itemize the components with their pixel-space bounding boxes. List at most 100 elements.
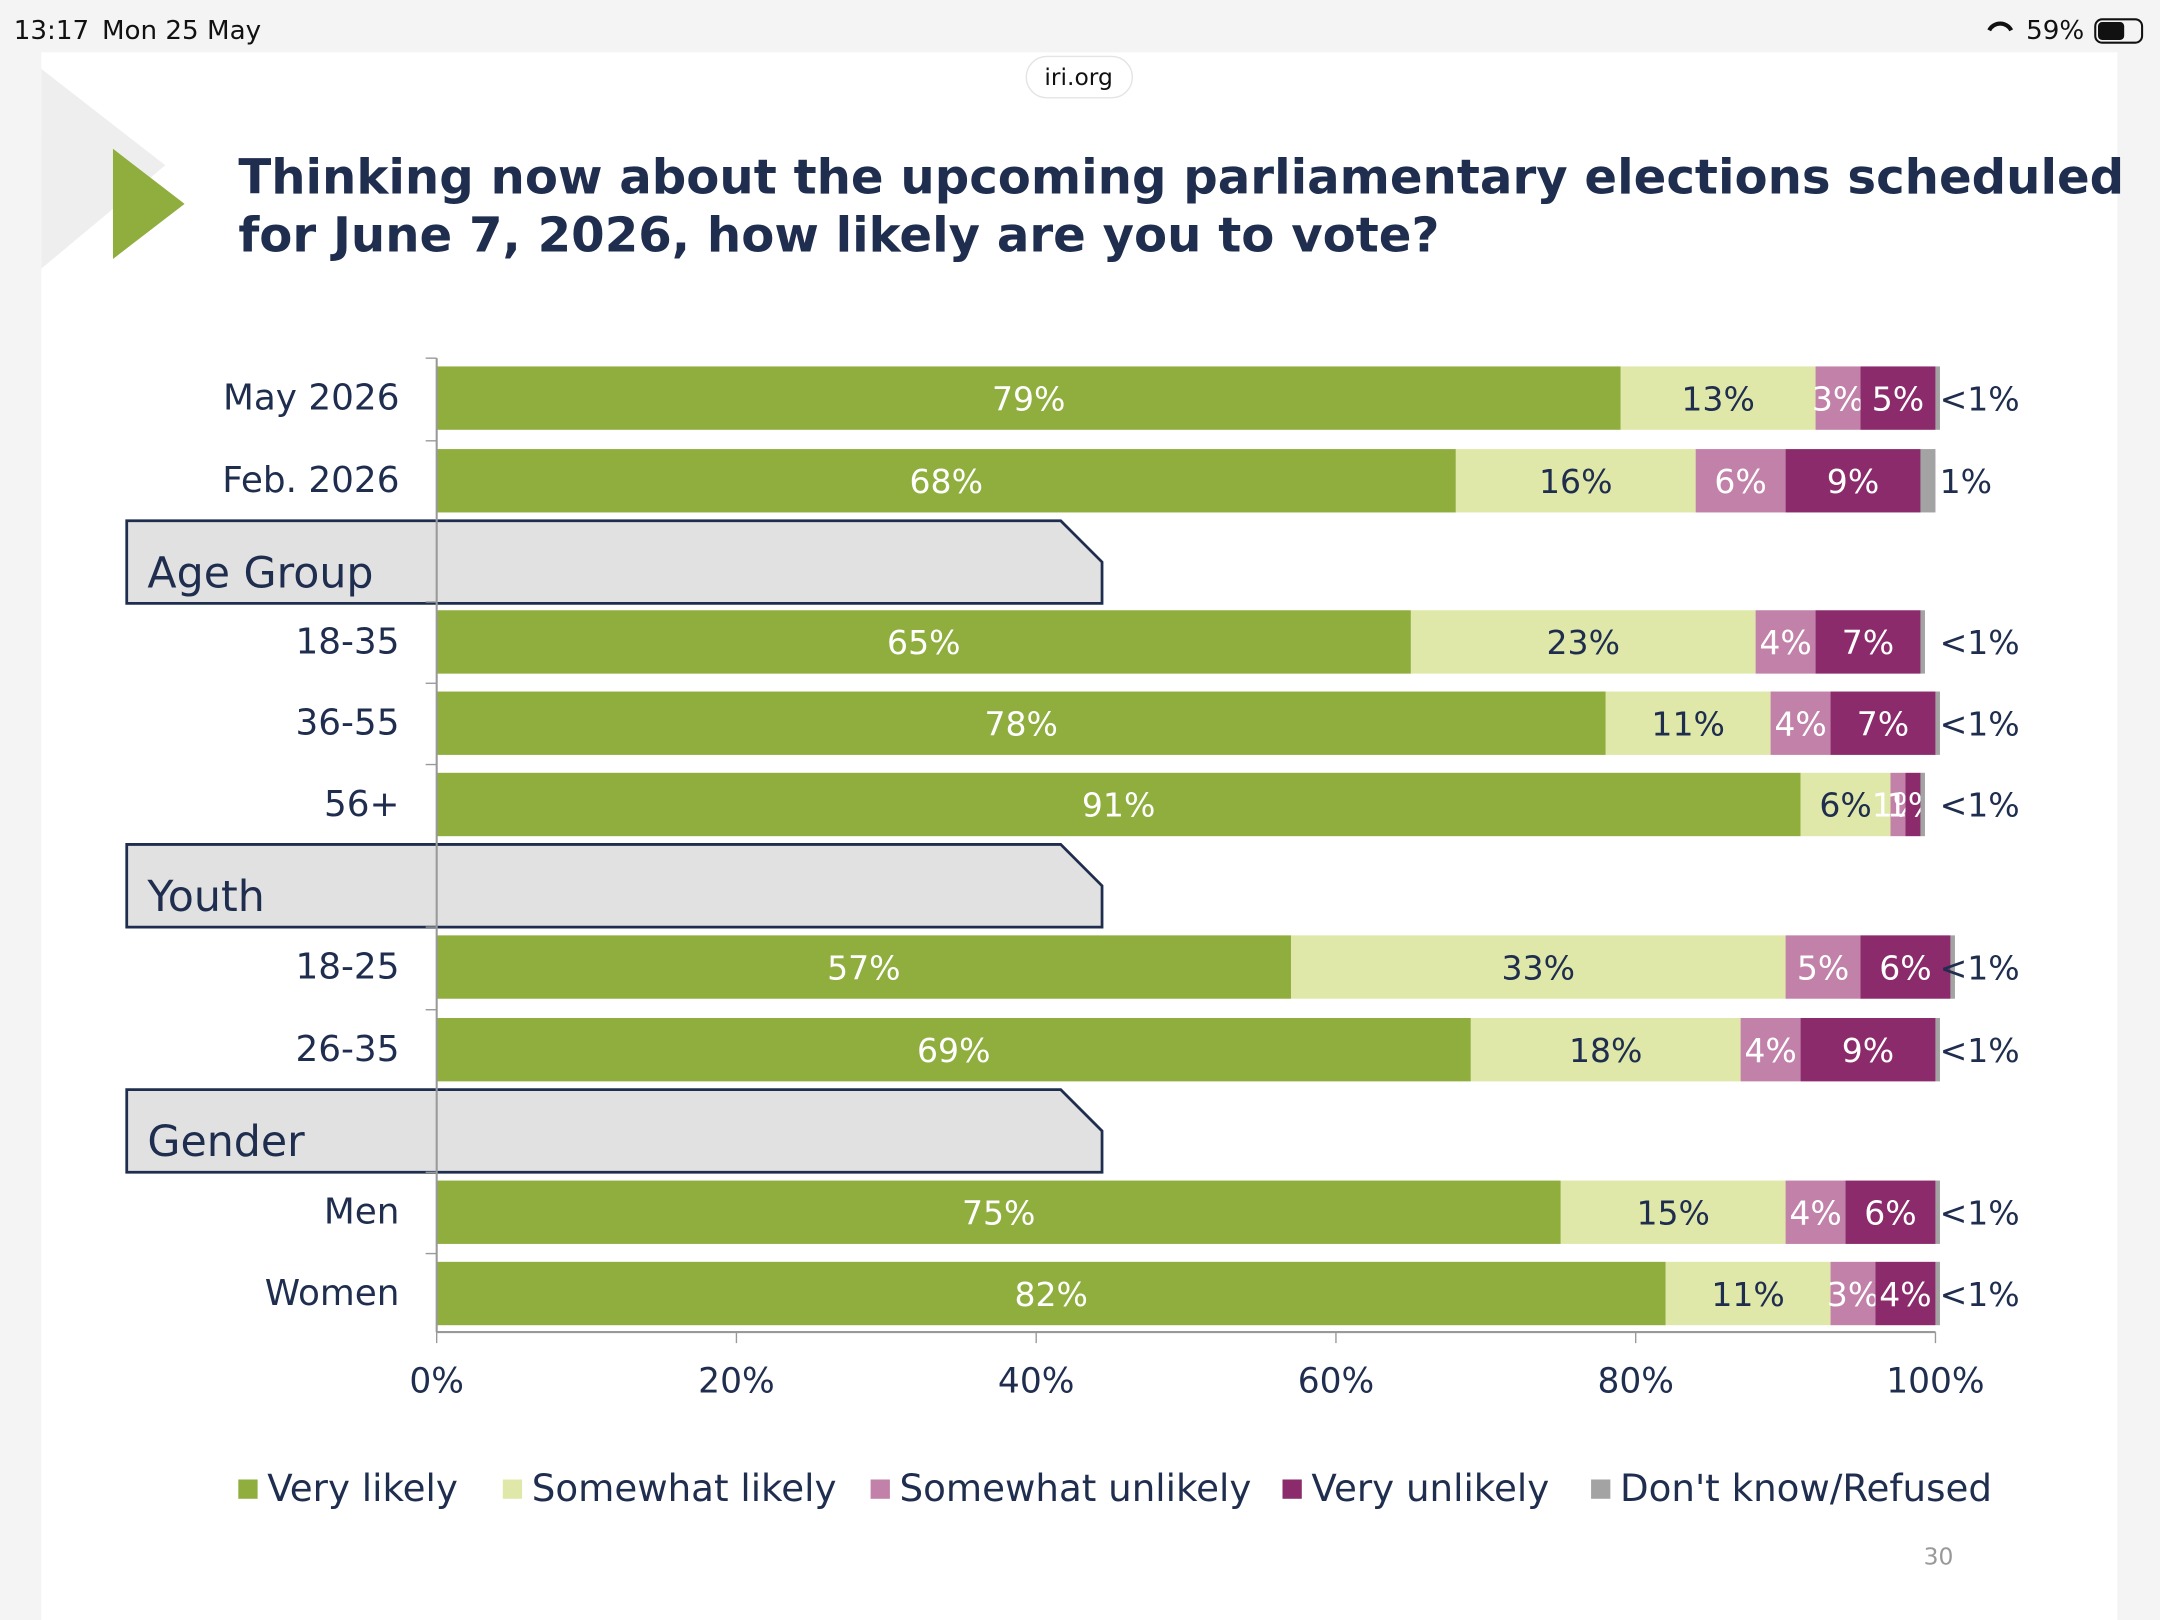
bar-segment [436,1261,1666,1326]
bar-segment [1410,610,1756,674]
battery-icon [2094,18,2144,44]
bar-segment [1875,1261,1936,1326]
page-number: 30 [1924,1543,1954,1571]
data-label: 6% [1819,786,1871,825]
y-tick-label: Men [324,1192,400,1233]
bar-segment [1830,1261,1876,1326]
bar-segment [1815,366,1861,430]
x-tick-label: 20% [698,1362,775,1402]
battery-level [2098,22,2125,40]
data-label: 75% [962,1194,1035,1233]
bar-segment [1785,935,1861,999]
y-tick-label: 26-35 [295,1029,399,1070]
bar-segment [1470,1018,1741,1082]
status-time: 13:17 [14,16,89,46]
data-label: 4% [1879,1275,1931,1314]
data-label: 4% [1789,1194,1841,1233]
data-label: 79% [992,379,1065,418]
bar-segment [1815,610,1921,674]
data-label: 7% [1857,704,1909,743]
group-header-box [125,519,1104,605]
legend-swatch [870,1479,890,1499]
bar-segment [1935,1180,1940,1244]
data-label: 13% [1681,379,1754,418]
bar-segment [1785,449,1921,513]
data-label: 33% [1502,948,1575,987]
status-date: Mon 25 May [102,16,261,46]
data-label: 68% [910,462,983,501]
data-label: 4% [1759,623,1811,662]
data-label: <1% [1940,1275,2020,1314]
bar-segment [436,610,1411,674]
data-label: 18% [1569,1031,1642,1070]
chart-title: for June 7, 2026, how likely are you to … [238,207,1439,263]
data-label: 5% [1797,948,1849,987]
status-battery: 59% [2026,16,2084,46]
bar-segment [1455,449,1696,513]
bar-segment [1935,1261,1940,1326]
data-label: 9% [1842,1031,1894,1070]
bar-segment [1920,772,1925,837]
data-label: <1% [1940,786,2020,825]
bar-segment [1935,1018,1940,1082]
x-tick-label: 80% [1597,1362,1674,1402]
data-label: 11% [1711,1275,1784,1314]
y-tick-label: 36-55 [295,703,399,744]
data-label: 57% [827,948,900,987]
y-tick-label: Women [265,1273,400,1314]
bar-segment [1860,935,1951,999]
data-label: 23% [1547,623,1620,662]
data-label: 3% [1812,379,1864,418]
bar-segment [1905,772,1921,837]
data-label: <1% [1940,948,2020,987]
data-label: <1% [1940,379,2020,418]
data-label: 1% [1887,786,1939,825]
chart-title: Thinking now about the upcoming parliame… [238,149,2124,205]
bar-segment [436,1018,1471,1082]
bar-segment [1950,935,1955,999]
bar-segment [1620,366,1816,430]
legend-swatch [502,1479,523,1499]
data-label: 6% [1879,948,1931,987]
data-label: 1% [1940,462,1992,501]
y-tick-label: 18-35 [295,621,399,662]
plot: May 2026 79% 13% 3% 5% <1% Feb. 2026 68% 16% 6% 9%… [125,357,2020,1510]
data-label: 6% [1864,1194,1916,1233]
url[interactable]: iri.org [1044,63,1112,91]
y-tick-label: May 2026 [223,377,400,418]
legend-swatch [238,1479,258,1499]
slide-decoration [41,68,166,269]
bar-segment [436,449,1456,513]
data-label: 16% [1539,462,1612,501]
bar-segment [436,691,1606,755]
legend-label: Don't know/Refused [1620,1466,1992,1510]
y-tick-label: 18-25 [295,946,399,987]
bar-segment [436,1180,1561,1244]
legend-swatch [1591,1479,1611,1499]
data-label: 4% [1744,1031,1796,1070]
data-label: <1% [1940,623,2020,662]
bar-segment [1920,449,1936,513]
y-tick-label: Feb. 2026 [222,460,399,501]
group-header: Age Group [147,548,373,598]
data-label: 15% [1636,1194,1709,1233]
bar-segment [436,935,1291,999]
bar-segment [1695,449,1786,513]
data-label: <1% [1940,1194,2020,1233]
data-label: 82% [1014,1275,1087,1314]
bar-segment [1935,366,1940,430]
legend-swatch [1282,1479,1302,1499]
bar-segment [1935,691,1940,755]
x-tick-label: 100% [1886,1362,1984,1402]
legend-label: Very likely [267,1466,458,1510]
bar-segment [1800,772,1891,837]
group-header-box [125,843,1104,929]
legend-label: Somewhat unlikely [900,1466,1252,1510]
bar-segment [1830,691,1936,755]
group-header-box [125,1088,1104,1174]
data-label: 7% [1842,623,1894,662]
bar-segment [1665,1261,1831,1326]
data-label: 3% [1827,1275,1879,1314]
url-pill[interactable] [1025,55,1134,99]
